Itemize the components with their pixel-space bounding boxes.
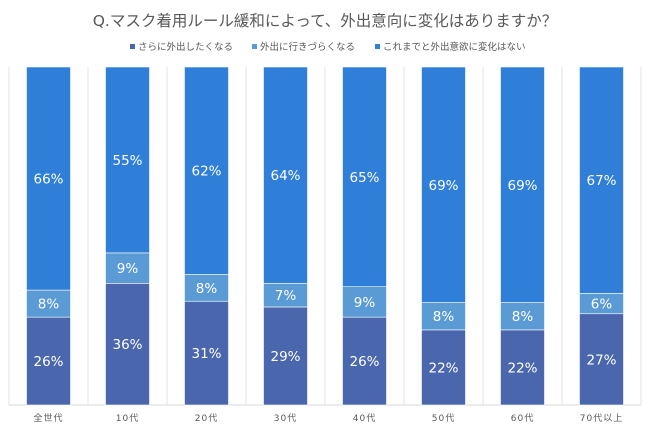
bar-segment <box>500 66 545 303</box>
data-label: 8% <box>196 281 218 297</box>
data-label: 65% <box>349 170 379 186</box>
data-label: 22% <box>428 360 458 376</box>
x-tick-label: 全世代 <box>33 412 63 424</box>
data-label: 9% <box>117 261 139 277</box>
bar-segment <box>500 302 545 331</box>
category-separators <box>8 67 642 406</box>
bars: 26% 8% 66% 36% 9% 55% 31% 8% 62% 29% 7% 64% 26% 9% 65%… <box>26 66 624 406</box>
bar-segment <box>26 66 71 291</box>
data-label: 55% <box>112 153 142 169</box>
data-label: 66% <box>33 172 63 188</box>
bar-segment <box>342 316 387 406</box>
chart-title: Q.マスク着用ルール緩和によって、外出意向に変化はありますか？ <box>93 11 558 30</box>
bar-segment <box>342 66 387 287</box>
legend-label: 外出に行きづらくなる <box>260 41 355 53</box>
data-label: 8% <box>512 309 534 325</box>
data-label: 7% <box>275 288 297 304</box>
data-label: 26% <box>349 354 379 370</box>
x-axis-ticks: 全世代 10代 20代 30代 40代 50代 60代 70代以上 <box>33 412 623 424</box>
x-tick-label: 50代 <box>432 413 455 424</box>
bar-segment <box>105 66 150 254</box>
data-label: 22% <box>507 360 537 376</box>
data-label: 67% <box>586 173 616 189</box>
x-tick-label: 10代 <box>116 413 139 424</box>
bar-segment <box>342 286 387 318</box>
legend-label: これまでと外出意欲に変化はない <box>383 41 526 53</box>
data-label: 26% <box>33 354 63 370</box>
bar-segment <box>500 329 545 406</box>
bar-segment <box>421 302 466 331</box>
data-label: 9% <box>354 295 376 311</box>
bar-segment <box>26 289 71 318</box>
bar-segment <box>579 66 624 294</box>
legend: さらに外出したくなる 外出に行きづらくなる これまでと外出意欲に変化はない <box>130 41 526 53</box>
x-tick-label: 70代以上 <box>580 413 623 424</box>
bar-segment <box>184 274 229 302</box>
data-label: 6% <box>591 297 613 313</box>
bar-segment <box>421 329 466 406</box>
legend-swatch <box>252 44 257 49</box>
data-label: 69% <box>507 178 537 194</box>
data-label: 27% <box>586 352 616 368</box>
data-label: 69% <box>428 178 458 194</box>
data-label: 31% <box>191 346 221 362</box>
data-label: 36% <box>112 337 142 353</box>
data-label: 64% <box>270 168 300 184</box>
legend-swatch <box>375 44 380 49</box>
x-tick-label: 20代 <box>195 413 218 424</box>
legend-swatch <box>130 44 135 49</box>
bar-segment <box>184 300 229 406</box>
x-tick-label: 30代 <box>274 413 297 424</box>
bar-segment <box>263 66 308 284</box>
bar-segment <box>105 283 150 406</box>
x-tick-label: 40代 <box>353 413 376 424</box>
data-label: 8% <box>433 309 455 325</box>
bar-segment <box>421 66 466 303</box>
data-label: 29% <box>270 349 300 365</box>
data-label: 62% <box>191 164 221 180</box>
data-label: 8% <box>38 297 60 313</box>
x-tick-label: 60代 <box>511 413 534 424</box>
bar-segment <box>263 306 308 406</box>
legend-label: さらに外出したくなる <box>138 41 233 53</box>
bar-segment <box>184 66 229 275</box>
